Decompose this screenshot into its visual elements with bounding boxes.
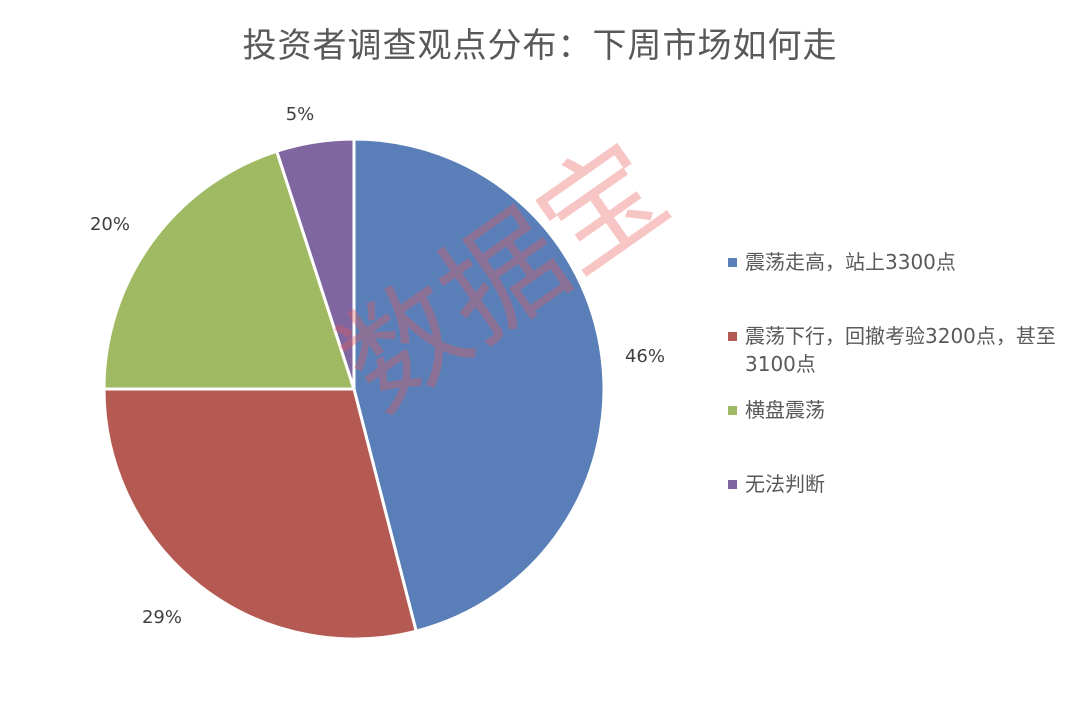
data-label: 5% — [286, 104, 315, 125]
legend-swatch — [728, 332, 737, 341]
pie-slice — [102, 149, 357, 391]
legend-item: 震荡下行，回撤考验3200点，甚至3100点 — [728, 322, 1065, 378]
legend-item: 无法判断 — [728, 470, 825, 498]
legend-label: 横盘震荡 — [745, 398, 825, 422]
data-label: 20% — [90, 214, 130, 235]
legend-swatch — [728, 406, 737, 415]
legend-label: 震荡走高，站上3300点 — [745, 250, 956, 274]
pie-slice — [352, 137, 606, 633]
legend-label: 无法判断 — [745, 472, 825, 496]
pie-slice — [102, 387, 418, 641]
chart-title: 投资者调查观点分布：下周市场如何走 — [242, 26, 838, 66]
data-label: 46% — [625, 346, 665, 367]
data-label: 29% — [142, 607, 182, 628]
legend-swatch — [728, 480, 737, 489]
legend-item: 震荡走高，站上3300点 — [728, 248, 956, 276]
legend-label: 震荡下行，回撤考验3200点，甚至3100点 — [745, 324, 1056, 376]
legend-swatch — [728, 258, 737, 267]
pie-slice — [274, 137, 356, 390]
legend-item: 横盘震荡 — [728, 396, 825, 424]
